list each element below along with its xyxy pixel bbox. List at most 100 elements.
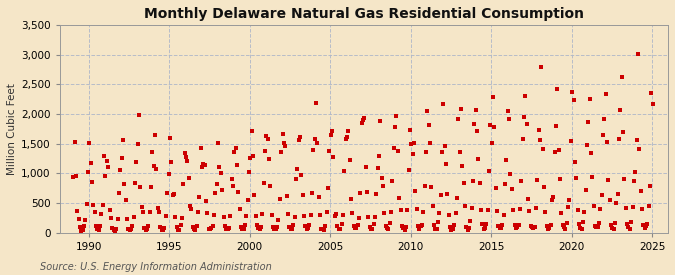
Point <box>75 224 86 229</box>
Point <box>101 159 112 163</box>
Title: Monthly Delaware Natural Gas Residential Consumption: Monthly Delaware Natural Gas Residential… <box>144 7 584 21</box>
Point <box>100 174 111 179</box>
Point <box>138 209 148 214</box>
Point <box>221 227 232 231</box>
Point <box>514 207 525 212</box>
Point <box>362 190 373 194</box>
Point <box>367 227 378 231</box>
Point <box>378 184 389 188</box>
Point <box>626 220 637 224</box>
Point <box>203 227 214 231</box>
Point <box>580 188 591 192</box>
Point <box>111 227 122 231</box>
Point <box>647 102 658 106</box>
Point <box>253 226 264 230</box>
Point <box>462 228 473 232</box>
Point <box>540 210 551 214</box>
Point <box>269 227 280 231</box>
Point <box>134 113 144 117</box>
Point <box>109 229 120 233</box>
Point <box>214 165 225 169</box>
Point <box>600 91 611 96</box>
Point <box>537 147 548 152</box>
Point <box>199 163 210 167</box>
Point <box>92 227 103 232</box>
Point <box>468 179 479 183</box>
Point <box>225 214 236 218</box>
Point <box>398 226 408 230</box>
Point <box>493 224 504 228</box>
Point <box>158 227 169 232</box>
Point <box>373 166 383 170</box>
Point <box>90 224 101 228</box>
Point <box>187 225 198 229</box>
Point <box>426 185 437 189</box>
Point <box>222 227 233 231</box>
Point <box>99 154 109 158</box>
Point <box>408 141 419 145</box>
Point <box>162 191 173 195</box>
Point <box>169 191 180 196</box>
Point <box>624 227 635 232</box>
Point <box>288 222 298 227</box>
Point <box>298 214 309 218</box>
Point <box>301 227 312 231</box>
Point <box>551 123 562 128</box>
Point <box>477 221 488 226</box>
Point <box>344 157 355 162</box>
Point <box>490 186 501 190</box>
Point <box>422 109 433 113</box>
Point <box>407 152 418 156</box>
Point <box>180 155 191 159</box>
Point <box>607 226 618 230</box>
Point <box>524 209 535 213</box>
Point <box>563 205 574 210</box>
Point <box>296 173 306 177</box>
Point <box>458 181 469 185</box>
Point <box>418 210 429 214</box>
Point <box>494 226 505 230</box>
Point <box>356 121 367 125</box>
Point <box>442 192 453 196</box>
Point <box>331 211 342 216</box>
Point <box>70 139 80 144</box>
Point <box>347 211 358 215</box>
Point <box>132 142 143 146</box>
Point <box>517 137 528 141</box>
Point <box>646 91 657 96</box>
Point <box>548 195 559 199</box>
Point <box>516 179 526 183</box>
Point <box>126 227 136 232</box>
Point <box>260 149 271 153</box>
Point <box>412 223 423 228</box>
Point <box>371 192 382 196</box>
Point <box>294 134 305 139</box>
Point <box>486 141 497 145</box>
Point <box>312 141 323 145</box>
Point <box>200 199 211 203</box>
Point <box>564 198 575 202</box>
Point <box>327 128 338 133</box>
Point <box>632 52 643 56</box>
Point <box>512 225 522 229</box>
Point <box>328 155 339 159</box>
Point <box>252 223 263 227</box>
Point <box>163 172 174 177</box>
Point <box>116 156 127 161</box>
Point <box>582 143 593 147</box>
Point <box>244 170 254 174</box>
Point <box>638 223 649 228</box>
Point <box>642 222 653 226</box>
Point <box>433 220 443 225</box>
Point <box>480 226 491 230</box>
Point <box>469 122 480 127</box>
Point <box>285 227 296 231</box>
Point <box>479 227 489 231</box>
Point <box>391 114 402 118</box>
Point <box>112 217 123 221</box>
Text: Source: U.S. Energy Information Administration: Source: U.S. Energy Information Administ… <box>40 262 272 272</box>
Point <box>256 225 267 229</box>
Point <box>264 156 275 161</box>
Point <box>217 188 227 192</box>
Point <box>560 227 571 231</box>
